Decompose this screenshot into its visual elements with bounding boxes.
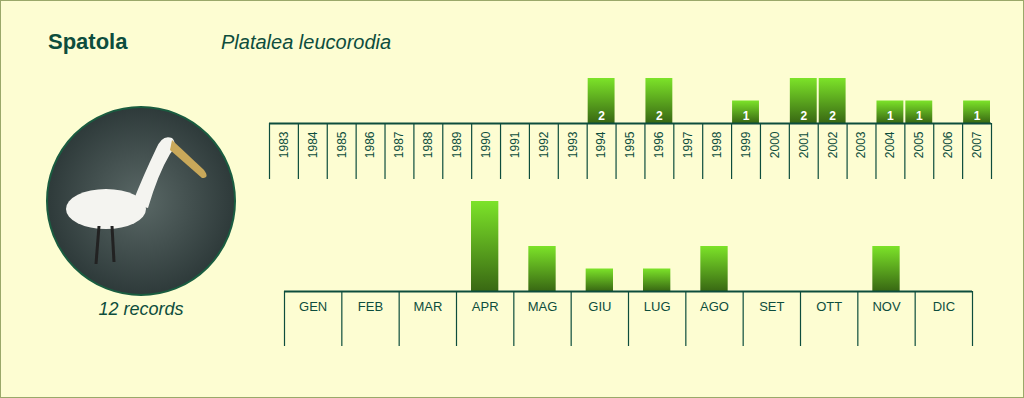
svg-text:NOV: NOV xyxy=(872,299,901,314)
svg-text:AGO: AGO xyxy=(700,299,729,314)
svg-text:1997: 1997 xyxy=(681,131,695,158)
svg-text:2: 2 xyxy=(800,109,807,123)
svg-text:2002: 2002 xyxy=(826,131,840,158)
svg-text:1999: 1999 xyxy=(739,131,753,158)
svg-text:1993: 1993 xyxy=(566,131,580,158)
svg-text:OTT: OTT xyxy=(816,299,842,314)
svg-text:2005: 2005 xyxy=(912,131,926,158)
svg-text:2000: 2000 xyxy=(768,131,782,158)
svg-text:1987: 1987 xyxy=(392,131,406,158)
html-text:12 records: 12 records xyxy=(98,299,184,319)
svg-text:1994: 1994 xyxy=(594,131,608,158)
svg-text:1998: 1998 xyxy=(710,131,724,158)
svg-text:1984: 1984 xyxy=(306,131,320,158)
svg-text:1983: 1983 xyxy=(277,131,291,158)
svg-text:2007: 2007 xyxy=(970,131,984,158)
svg-text:2: 2 xyxy=(829,109,836,123)
svg-text:2: 2 xyxy=(656,109,663,123)
svg-text:2003: 2003 xyxy=(854,131,868,158)
svg-text:1: 1 xyxy=(743,109,750,123)
svg-text:MAR: MAR xyxy=(413,299,442,314)
svg-text:1: 1 xyxy=(974,109,981,123)
svg-text:1: 1 xyxy=(916,109,923,123)
svg-text:1986: 1986 xyxy=(363,131,377,158)
svg-text:1991: 1991 xyxy=(508,131,522,158)
svg-text:2: 2 xyxy=(598,109,605,123)
svg-text:1996: 1996 xyxy=(652,131,666,158)
svg-text:SET: SET xyxy=(759,299,784,314)
svg-text:1992: 1992 xyxy=(537,131,551,158)
svg-text:1989: 1989 xyxy=(450,131,464,158)
svg-text:1995: 1995 xyxy=(623,131,637,158)
svg-text:GEN: GEN xyxy=(299,299,327,314)
svg-text:LUG: LUG xyxy=(644,299,671,314)
svg-text:GIU: GIU xyxy=(588,299,611,314)
svg-text:MAG: MAG xyxy=(528,299,558,314)
svg-text:DIC: DIC xyxy=(933,299,955,314)
svg-text:2006: 2006 xyxy=(941,131,955,158)
svg-text:1985: 1985 xyxy=(335,131,349,158)
svg-text:1: 1 xyxy=(887,109,894,123)
html-text:Platalea leucorodia: Platalea leucorodia xyxy=(221,31,392,53)
html-text:Spatola: Spatola xyxy=(48,29,128,54)
svg-text:2001: 2001 xyxy=(797,131,811,158)
svg-text:1988: 1988 xyxy=(421,131,435,158)
svg-text:1990: 1990 xyxy=(479,131,493,158)
svg-text:2004: 2004 xyxy=(883,131,897,158)
svg-text:APR: APR xyxy=(472,299,499,314)
svg-text:FEB: FEB xyxy=(358,299,383,314)
